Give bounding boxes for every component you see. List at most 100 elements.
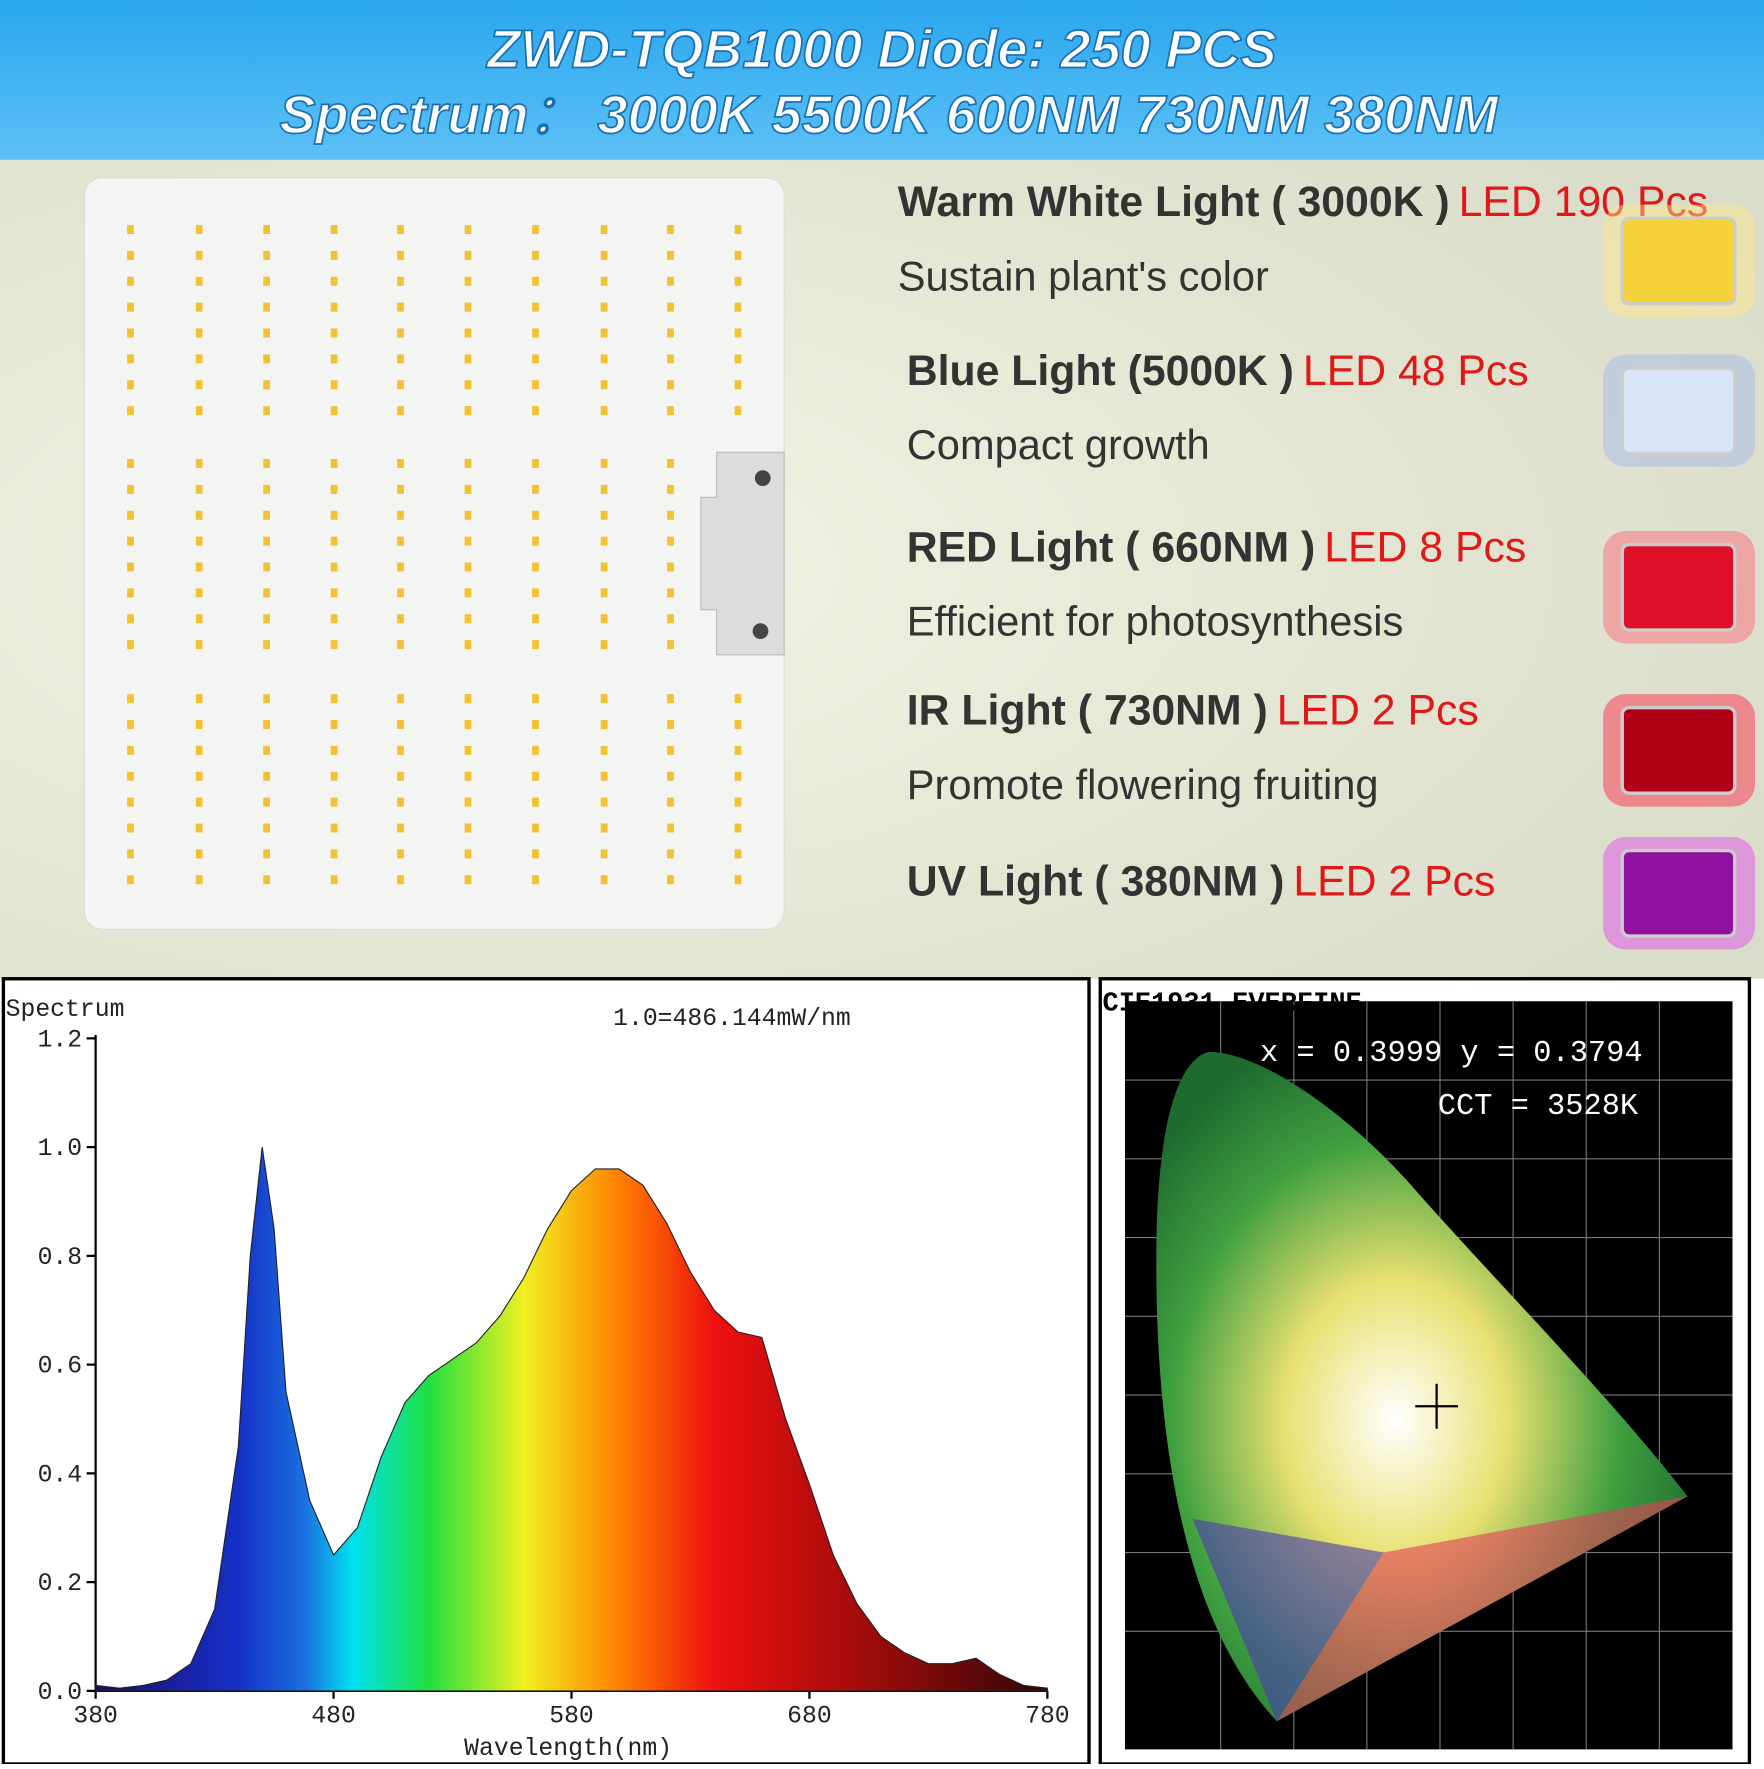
y-tick-label: 1.2 — [38, 1026, 83, 1054]
led-dot — [734, 875, 742, 885]
led-dot — [667, 276, 674, 286]
led-dot — [127, 588, 134, 598]
led-dot — [600, 588, 608, 598]
led-dot — [532, 328, 539, 338]
led-dot — [667, 875, 674, 885]
led-dot — [263, 771, 270, 781]
led-dot — [397, 250, 404, 260]
led-dot — [397, 536, 404, 546]
led-dot — [397, 694, 404, 704]
led-dot — [127, 823, 134, 833]
led-dot — [667, 694, 674, 704]
led-dot — [734, 250, 742, 260]
led-dot — [464, 771, 472, 781]
led-dot — [667, 823, 674, 833]
led-chip — [1620, 366, 1737, 456]
led-dot — [734, 797, 742, 807]
led-dot — [263, 720, 270, 729]
led-dot — [667, 745, 674, 755]
led-dot — [263, 614, 270, 624]
led-dot — [600, 510, 608, 520]
led-dot — [532, 562, 539, 572]
led-dot — [263, 484, 270, 494]
led-dot — [600, 640, 608, 650]
led-dot — [397, 276, 404, 286]
led-dot — [263, 406, 270, 416]
header-bar — [0, 0, 1764, 160]
led-dot — [397, 562, 404, 572]
led-dot — [330, 745, 338, 755]
led-dot — [263, 459, 270, 468]
led-dot — [330, 354, 338, 364]
led-dot — [532, 745, 539, 755]
led-dot — [600, 562, 608, 572]
led-dot — [667, 354, 674, 364]
led-dot — [397, 459, 404, 468]
led-dot — [330, 459, 338, 468]
led-dot — [330, 562, 338, 572]
led-dot — [464, 562, 472, 572]
led-dot — [127, 302, 134, 312]
led-dot — [127, 510, 134, 520]
led-dot — [532, 536, 539, 546]
led-dot — [195, 745, 203, 755]
led-dot — [532, 276, 539, 286]
led-dot — [397, 640, 404, 650]
led-title: RED Light ( 660NM ) — [907, 523, 1316, 571]
led-dot — [532, 302, 539, 312]
led-count: LED 2 Pcs — [1277, 687, 1479, 735]
x-tick-label: 480 — [311, 1702, 356, 1730]
led-dot — [600, 484, 608, 494]
led-dot — [195, 694, 203, 704]
led-dot — [127, 484, 134, 494]
led-dot — [600, 694, 608, 704]
led-dot — [600, 302, 608, 312]
led-dot — [532, 588, 539, 598]
led-dot — [600, 823, 608, 833]
led-dot — [127, 459, 134, 468]
led-dot — [667, 302, 674, 312]
led-dot — [464, 536, 472, 546]
led-dot — [667, 459, 674, 468]
led-dot — [667, 225, 674, 234]
led-dot — [127, 720, 134, 729]
driver-box — [700, 451, 785, 656]
led-dot — [263, 588, 270, 598]
led-dot — [600, 250, 608, 260]
led-dot — [734, 276, 742, 286]
led-chip — [1620, 848, 1737, 938]
led-dot — [263, 797, 270, 807]
led-dot — [195, 588, 203, 598]
led-dot — [464, 510, 472, 520]
led-dot — [464, 694, 472, 704]
led-dot — [330, 328, 338, 338]
led-dot — [127, 354, 134, 364]
led-dot — [397, 771, 404, 781]
led-dot — [464, 720, 472, 729]
led-dot — [397, 849, 404, 859]
led-dot — [330, 849, 338, 859]
spectrum-area — [95, 1147, 1048, 1692]
led-dot — [263, 823, 270, 833]
led-dot — [195, 640, 203, 650]
x-tick-label: 580 — [549, 1702, 594, 1730]
cie-coords: x = 0.3999 y = 0.3794 — [1260, 1037, 1643, 1071]
led-dot — [734, 302, 742, 312]
led-heading: IR Light ( 730NM ) LED 2 Pcs — [907, 687, 1479, 735]
cie-title: CIE1931 EVERFINE — [1103, 989, 1362, 1019]
led-dot — [127, 849, 134, 859]
led-dot — [330, 797, 338, 807]
y-tick-label: 1.0 — [38, 1135, 83, 1163]
led-dot — [263, 849, 270, 859]
led-dot — [127, 380, 134, 390]
led-desc: Promote flowering fruiting — [907, 761, 1379, 808]
led-dot — [330, 640, 338, 650]
led-dot — [464, 250, 472, 260]
led-dot — [263, 250, 270, 260]
led-dot — [464, 797, 472, 807]
led-dot — [667, 797, 674, 807]
led-dot — [532, 406, 539, 416]
led-dot — [600, 875, 608, 885]
led-dot — [734, 354, 742, 364]
led-dot — [195, 225, 203, 234]
